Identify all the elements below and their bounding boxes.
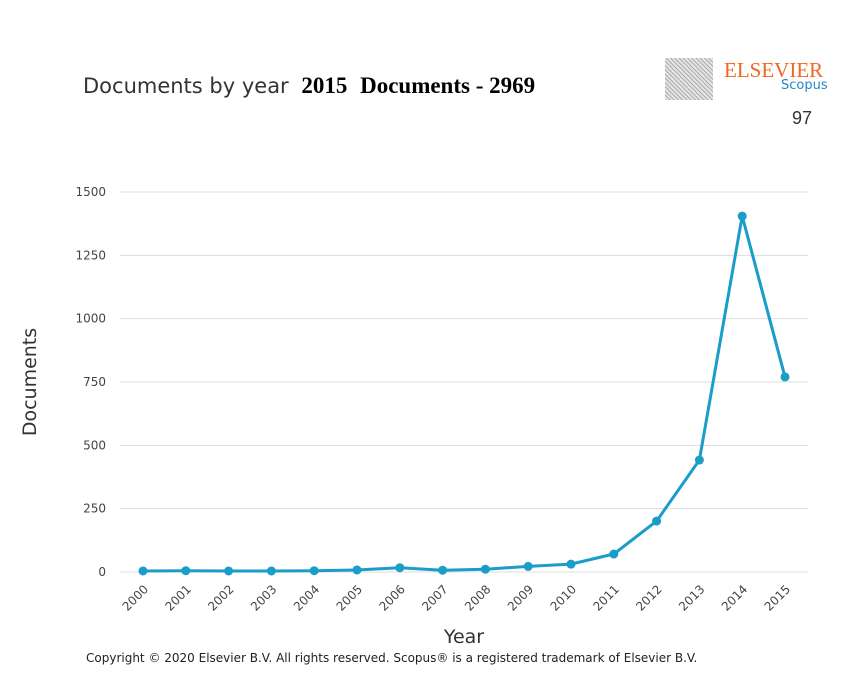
year: 2015 <box>301 73 348 98</box>
y-tick-label: 750 <box>83 375 106 389</box>
x-tick-label: 2001 <box>162 582 193 613</box>
data-point <box>181 566 191 576</box>
data-point <box>309 566 319 576</box>
scopus-label: Scopus <box>781 78 828 93</box>
series-line <box>142 214 787 573</box>
data-point <box>609 549 619 559</box>
data-point <box>737 211 747 221</box>
data-point <box>566 559 576 569</box>
x-tick-label: 2000 <box>120 582 151 613</box>
x-tick-label: 2006 <box>376 582 407 613</box>
y-tick-label: 1500 <box>75 185 106 199</box>
x-tick-label: 2007 <box>419 582 450 613</box>
x-axis-label: Year <box>443 626 484 648</box>
chart-title: Documents by year 2015 Documents - 2969 <box>83 73 536 98</box>
data-point <box>480 564 490 574</box>
x-tick-label: 2009 <box>505 582 536 613</box>
data-point <box>138 566 148 576</box>
x-tick-label: 2005 <box>334 582 365 613</box>
x-tick-label: 2002 <box>205 582 236 613</box>
data-point <box>694 455 704 465</box>
page-number: 97 <box>792 108 813 128</box>
elsevier-tree-logo-icon <box>665 58 713 100</box>
document-count: Documents - 2969 <box>360 73 536 98</box>
copyright: Copyright © 2020 Elsevier B.V. All right… <box>86 651 698 665</box>
data-point <box>652 516 662 526</box>
data-point <box>438 565 448 575</box>
data-point <box>395 563 405 573</box>
y-tick-label: 1250 <box>75 248 106 262</box>
x-tick-label: 2015 <box>762 582 793 613</box>
x-tick-label: 2013 <box>676 582 707 613</box>
data-point <box>266 566 276 576</box>
y-tick-label: 250 <box>83 502 106 516</box>
y-tick-label: 0 <box>98 565 106 579</box>
x-tick-label: 2003 <box>248 582 279 613</box>
x-tick-label: 2014 <box>719 582 750 613</box>
x-tick-label: 2010 <box>548 582 579 613</box>
x-tick-label: 2004 <box>291 582 322 613</box>
elsevier-logo: ELSEVIER <box>724 58 824 82</box>
x-tick-label: 2012 <box>633 582 664 613</box>
y-tick-label: 1000 <box>75 312 106 326</box>
y-tick-label: 500 <box>83 438 106 452</box>
data-point <box>224 566 234 576</box>
x-tick-label: 2008 <box>462 582 493 613</box>
y-axis-label: Documents <box>19 328 41 436</box>
data-point <box>780 372 790 382</box>
data-point <box>523 561 533 571</box>
data-point <box>352 565 362 575</box>
x-tick-label: 2011 <box>590 582 621 613</box>
